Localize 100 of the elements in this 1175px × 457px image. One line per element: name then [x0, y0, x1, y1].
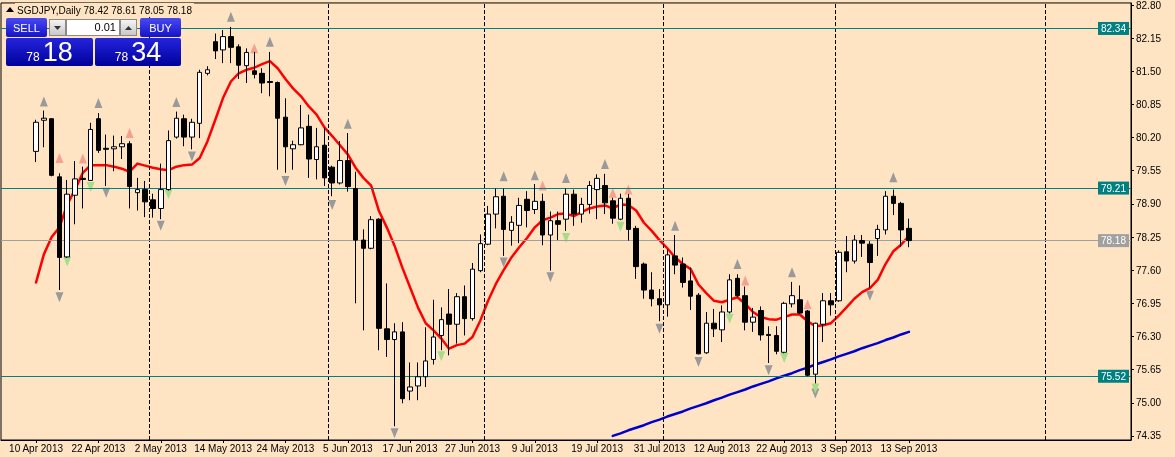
candlestick — [33, 119, 39, 163]
candlestick — [891, 189, 896, 216]
point — [343, 118, 352, 129]
candlestick — [610, 197, 616, 225]
ref-line-label: 78.18 — [1100, 235, 1127, 247]
candlestick — [283, 97, 288, 174]
y-tick-label: 76.30 — [1136, 330, 1162, 342]
candlestick — [571, 189, 577, 227]
candlestick — [423, 326, 428, 388]
sell-button: SELL — [6, 18, 47, 37]
point — [437, 351, 446, 362]
candlestick — [719, 304, 725, 343]
point — [733, 259, 742, 270]
candlestick — [228, 26, 234, 64]
ref-line-label: 75.52 — [1100, 370, 1127, 382]
candlestick — [290, 140, 296, 171]
candlestick — [649, 271, 654, 307]
candlestick — [376, 217, 382, 351]
candlestick — [906, 218, 912, 248]
point — [741, 275, 750, 286]
y-tick-label: 82.80 — [1136, 0, 1162, 11]
candlestick — [103, 134, 109, 187]
candlestick — [384, 282, 390, 358]
candlestick — [345, 132, 351, 193]
ref-line-label: 82.34 — [1100, 22, 1127, 34]
candlestick — [267, 51, 273, 97]
x-tick-label: 27 Jun 2013 — [444, 442, 501, 454]
candlestick — [189, 118, 195, 150]
candlestick — [742, 286, 748, 331]
candlestick — [704, 311, 709, 355]
point — [600, 159, 609, 170]
candlestick — [361, 228, 366, 331]
candlestick — [407, 361, 413, 401]
candlestick — [852, 234, 857, 265]
point — [55, 292, 64, 303]
y-tick-label: 80.85 — [1136, 98, 1162, 110]
chart-title: SGDJPY,Daily 78.42 78.61 78.05 78.18 — [17, 4, 193, 16]
point — [546, 272, 555, 283]
x-tick-label: 5 Jun 2013 — [323, 442, 373, 454]
y-tick-label: 79.55 — [1136, 165, 1162, 177]
point — [390, 428, 399, 439]
candlestick — [524, 190, 530, 228]
point — [39, 96, 48, 107]
candlestick — [275, 80, 280, 171]
point — [328, 199, 337, 210]
candlestick — [844, 235, 849, 273]
annotation: 78 — [26, 49, 40, 66]
point — [281, 175, 290, 186]
candlestick — [516, 197, 522, 244]
point — [803, 299, 812, 310]
y-tick-label: 78.25 — [1136, 231, 1162, 243]
candlestick — [181, 114, 187, 147]
buy-button: BUY — [140, 18, 181, 37]
candlestick — [80, 166, 86, 209]
candlestick — [244, 47, 249, 84]
x-tick-label: 9 Jul 2013 — [511, 442, 559, 454]
candlestick — [766, 325, 771, 364]
number-field: 0.01 — [66, 19, 120, 36]
point — [811, 383, 820, 394]
candlestick — [431, 299, 436, 366]
candlestick — [758, 305, 764, 342]
y-tick-label: 77.60 — [1136, 264, 1162, 276]
candlestick — [789, 281, 795, 308]
annotation: 18 — [42, 37, 73, 67]
candlestick — [197, 69, 202, 139]
candlestick — [174, 111, 179, 140]
candlestick — [820, 292, 826, 343]
candlestick — [49, 117, 54, 177]
point — [78, 153, 87, 164]
candlestick — [127, 140, 132, 209]
line-series — [611, 330, 911, 438]
candlestick — [88, 122, 93, 182]
candlestick — [688, 267, 693, 311]
point — [226, 11, 235, 22]
candlestick — [57, 172, 62, 291]
candlestick — [298, 104, 304, 146]
candlestick — [579, 197, 584, 224]
y-tick-label: 74.35 — [1136, 430, 1162, 442]
candlestick — [501, 188, 506, 257]
candlestick — [415, 361, 421, 401]
candlestick — [205, 65, 210, 76]
candlestick — [72, 160, 78, 225]
y-tick-label: 81.50 — [1136, 65, 1162, 77]
point — [616, 221, 625, 232]
candlestick — [314, 127, 319, 180]
price-tile: 78 18 — [6, 38, 93, 66]
point — [55, 152, 64, 163]
candlestick — [797, 284, 803, 315]
x-tick-label: 14 May 2013 — [194, 442, 253, 454]
point — [562, 172, 570, 183]
candlestick — [587, 180, 592, 215]
y-tick-label: 80.20 — [1136, 132, 1162, 144]
annotation: 78 — [114, 49, 129, 66]
y-tick-label: 82.15 — [1136, 32, 1162, 44]
point — [694, 356, 703, 367]
candlestick — [548, 211, 553, 272]
candlestick — [602, 173, 608, 215]
candlestick — [696, 292, 701, 355]
candlestick — [400, 321, 405, 404]
x-tick-label: 2 May 2013 — [134, 442, 188, 454]
